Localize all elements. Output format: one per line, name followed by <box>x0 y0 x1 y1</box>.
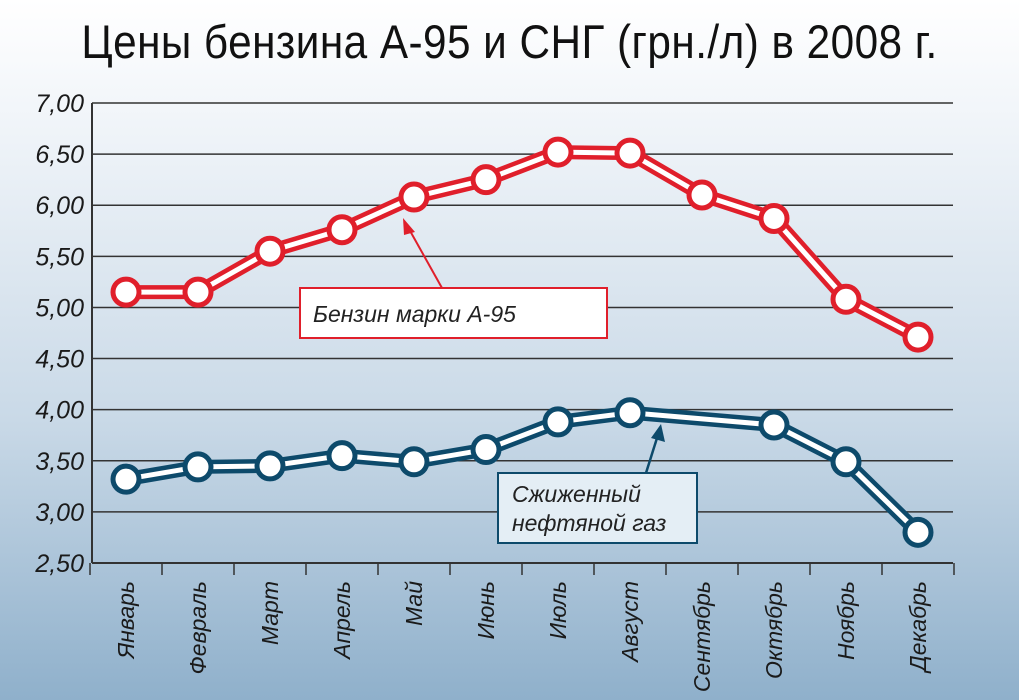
y-tick-label: 5,50 <box>35 243 84 271</box>
y-tick-label: 4,00 <box>35 397 84 425</box>
data-point <box>110 276 142 308</box>
y-tick-label: 6,00 <box>35 192 84 220</box>
y-tick-label: 3,00 <box>35 499 84 527</box>
legend-box-a95 <box>299 287 608 339</box>
y-tick-label: 2,50 <box>34 550 84 578</box>
data-point <box>902 516 934 548</box>
chart-title: Цены бензина А-95 и СНГ (грн./л) в 2008 … <box>81 15 938 68</box>
legend-label-lpg-line1: Сжиженный <box>512 481 641 507</box>
data-point <box>110 463 142 495</box>
data-point <box>830 446 862 478</box>
x-tick-label: Май <box>401 581 427 626</box>
data-point <box>614 137 646 169</box>
data-point <box>326 440 358 472</box>
x-tick-label: Сентябрь <box>689 581 715 692</box>
y-tick-label: 4,50 <box>35 346 84 374</box>
legend-box-lpg <box>497 472 698 544</box>
data-point <box>398 181 430 213</box>
data-point <box>830 283 862 315</box>
data-point <box>758 203 790 235</box>
data-point <box>542 406 574 438</box>
data-point <box>686 179 718 211</box>
data-point <box>542 136 574 168</box>
arrow-head-icon <box>651 424 665 442</box>
x-tick-label: Март <box>257 581 283 645</box>
x-tick-label: Октябрь <box>761 581 787 679</box>
x-tick-label: Август <box>617 581 643 664</box>
legend-label-a95: Бензин марки А-95 <box>313 301 516 327</box>
x-tick-label: Ноябрь <box>833 581 859 660</box>
x-tick-label: Апрель <box>329 581 355 661</box>
data-point <box>398 446 430 478</box>
data-point <box>470 434 502 466</box>
y-tick-label: 7,00 <box>35 90 84 118</box>
data-point <box>758 409 790 441</box>
x-tick-label: Декабрь <box>905 581 931 674</box>
x-tick-label: Июль <box>545 581 571 639</box>
data-point <box>326 214 358 246</box>
data-point <box>614 397 646 429</box>
data-point <box>182 276 214 308</box>
annotation-arrow <box>408 228 443 289</box>
data-point <box>470 164 502 196</box>
data-point <box>182 451 214 483</box>
arrow-head-icon <box>403 218 415 235</box>
legend-label-lpg-line2: нефтяной газ <box>512 510 667 536</box>
x-tick-label: Январь <box>113 581 139 661</box>
data-point <box>254 235 286 267</box>
x-tick-label: Июнь <box>473 581 499 640</box>
data-point <box>902 321 934 353</box>
data-point <box>254 450 286 482</box>
x-tick-label: Февраль <box>185 581 211 674</box>
y-tick-label: 5,00 <box>35 294 84 322</box>
y-tick-label: 3,50 <box>35 448 84 476</box>
y-tick-label: 6,50 <box>35 141 84 169</box>
annotation-arrow <box>644 437 659 474</box>
